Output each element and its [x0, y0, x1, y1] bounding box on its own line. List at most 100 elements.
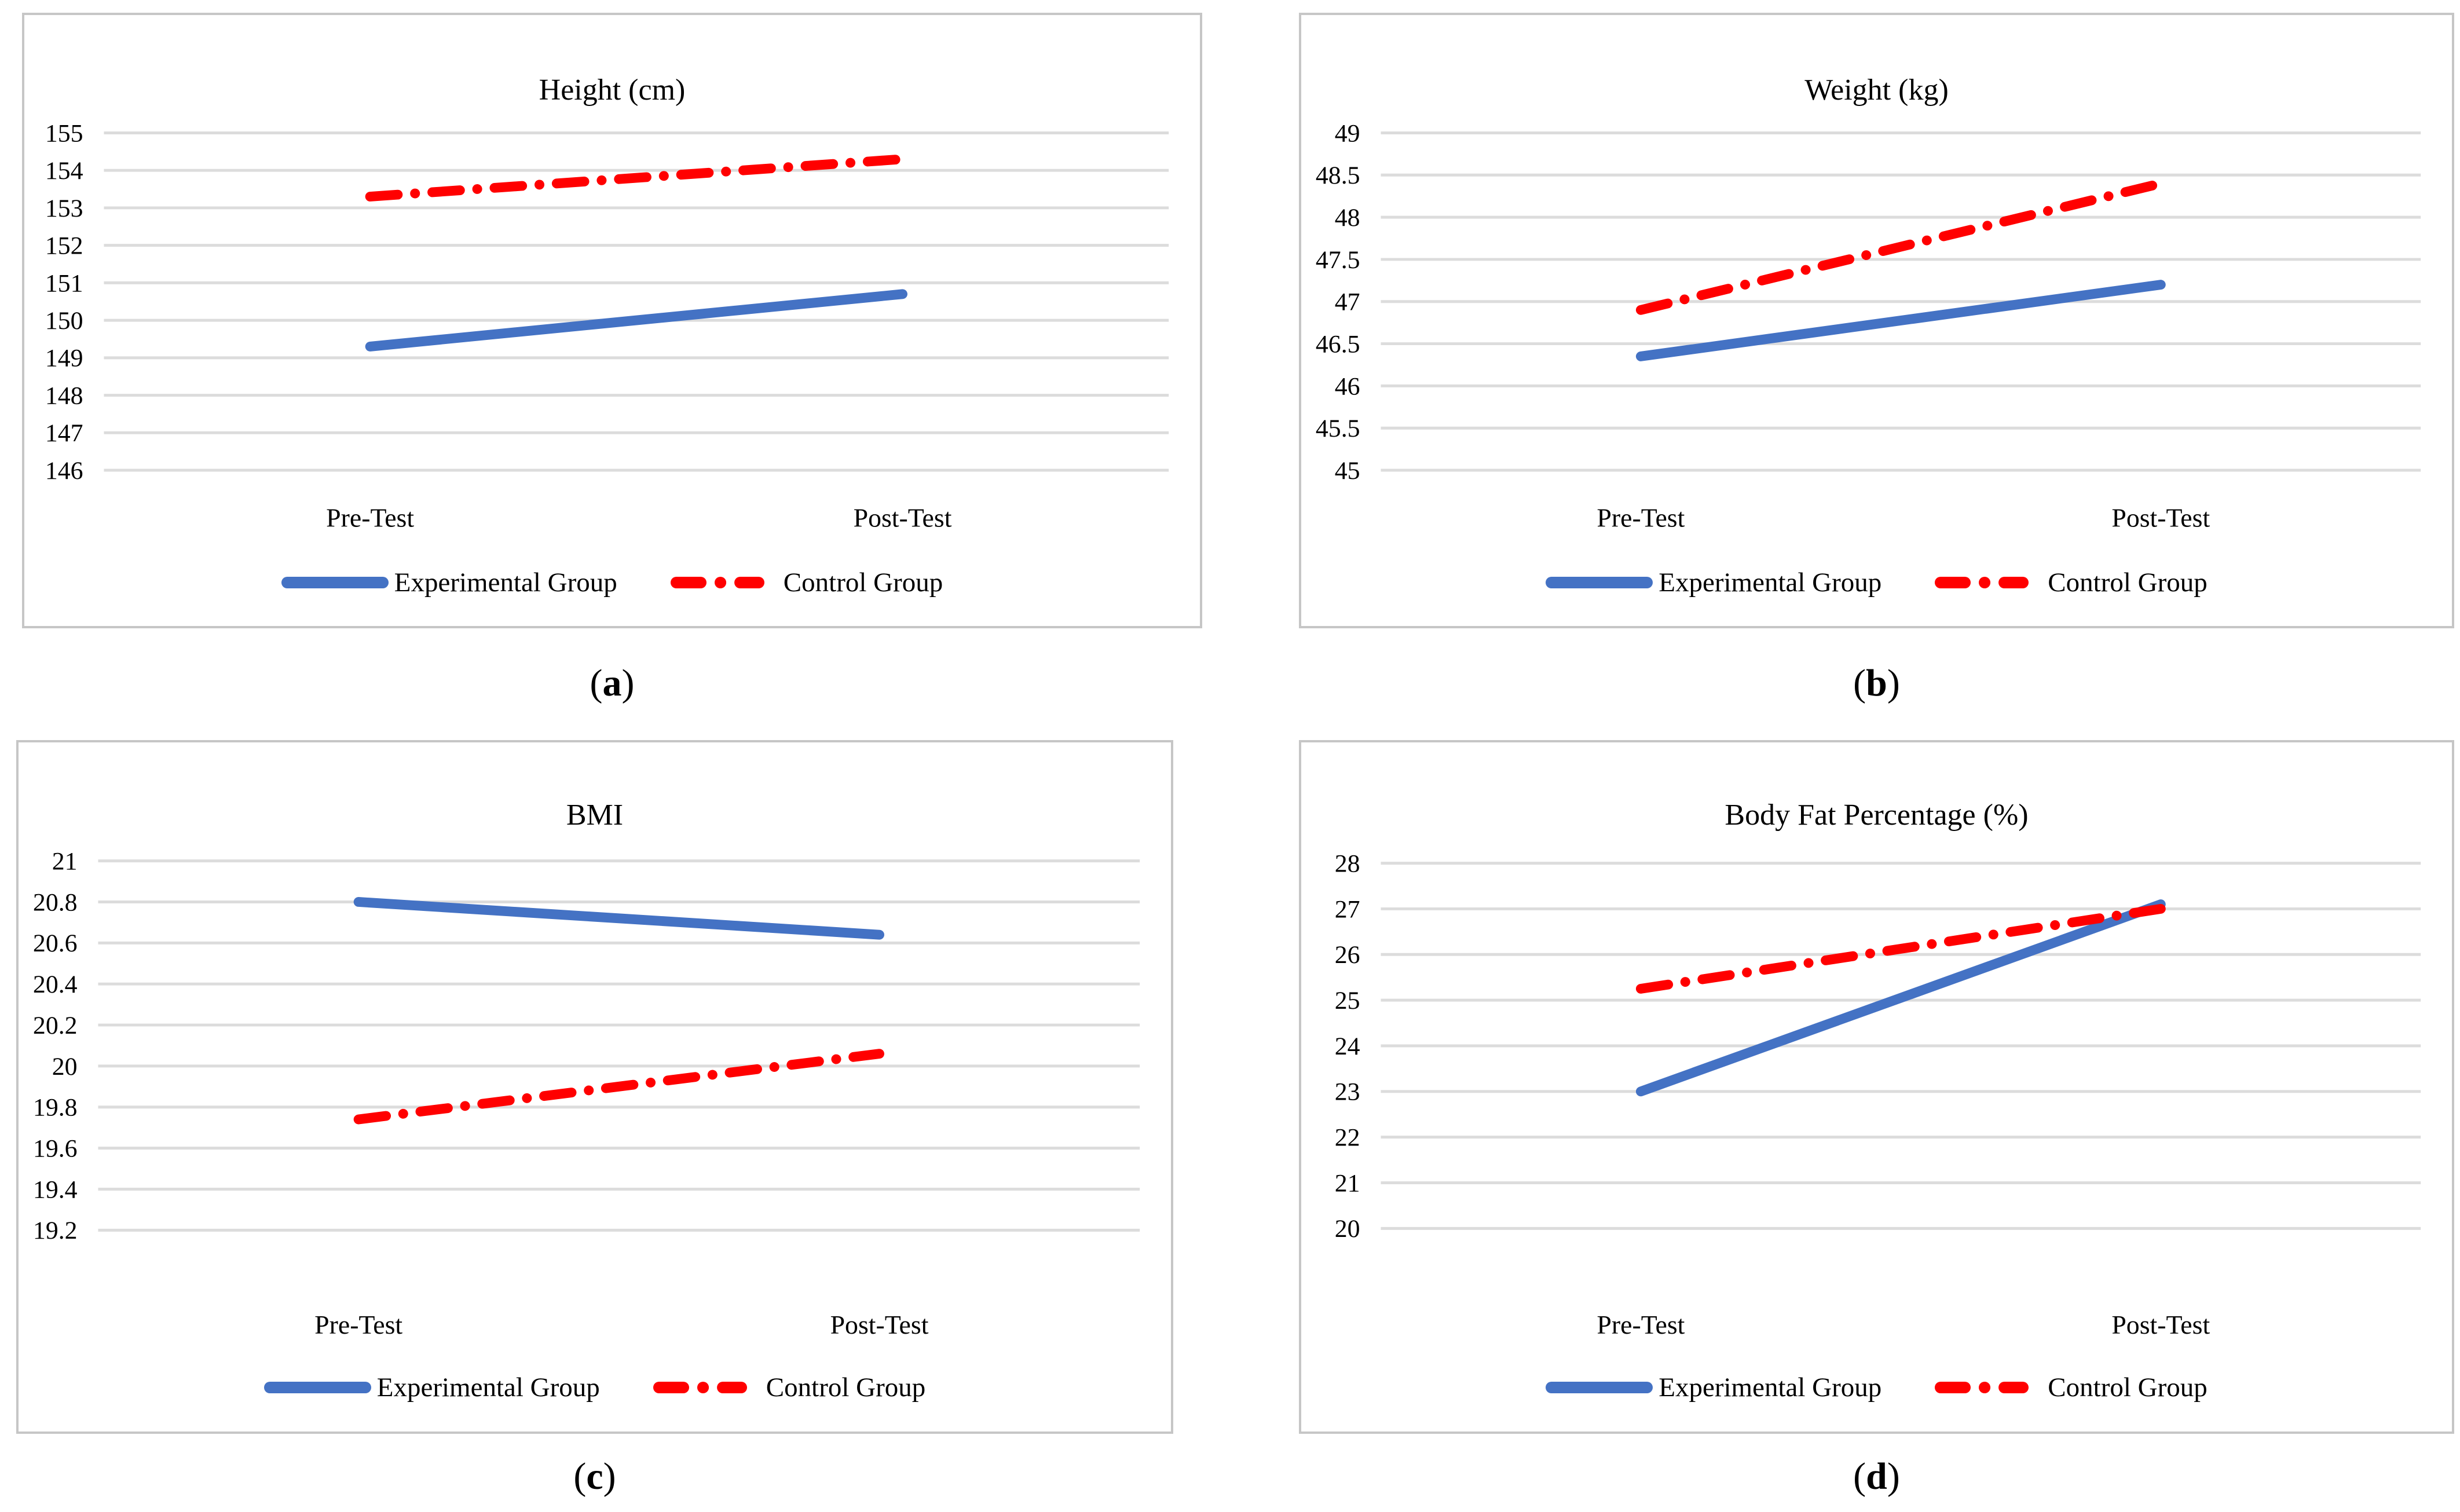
y-tick-label: 49: [1335, 119, 1360, 147]
x-axis-category-labels: Pre-Test Post-Test: [314, 1310, 929, 1339]
x-category-label: Pre-Test: [314, 1310, 402, 1339]
legend-label: Experimental Group: [376, 1372, 600, 1403]
y-tick-label: 21: [1335, 1169, 1360, 1197]
y-tick-label: 45.5: [1316, 415, 1360, 442]
chart-legend-a: Experimental Group Control Group: [24, 566, 1200, 599]
y-tick-label: 27: [1335, 895, 1360, 923]
y-axis-tick-labels: 28 27 26 25 24 23 22 21 20: [1335, 850, 1360, 1243]
panel-caption-c: (c): [16, 1454, 1173, 1499]
caption-close-paren: ): [1887, 662, 1900, 704]
chart-plot-a: 155 154 153 152 151 150 149 148 147 146 Pre-Test Po…: [45, 119, 1169, 532]
y-tick-label: 25: [1335, 987, 1360, 1015]
legend-item-experimental-group: Experimental Group: [1546, 566, 1881, 599]
caption-open-paren: (: [1853, 662, 1866, 704]
legend-item-control-group: Control Group: [1935, 566, 2208, 599]
x-category-label: Pre-Test: [1597, 1310, 1685, 1339]
caption-letter: d: [1866, 1455, 1887, 1498]
caption-letter: a: [602, 662, 622, 704]
legend-line-sample-solid-icon: [281, 577, 389, 589]
y-tick-label: 48: [1335, 204, 1360, 232]
legend-item-experimental-group: Experimental Group: [263, 1371, 600, 1404]
caption-letter: b: [1866, 662, 1887, 704]
y-tick-label: 20: [52, 1053, 78, 1081]
legend-label: Experimental Group: [1659, 568, 1882, 598]
legend-label: Experimental Group: [1659, 1372, 1882, 1403]
gridlines: [1381, 131, 2421, 472]
y-tick-label: 151: [45, 269, 83, 297]
caption-open-paren: (: [1853, 1455, 1866, 1498]
legend-line-sample-dash-dot-icon: [1935, 577, 2029, 589]
y-axis-tick-labels: 49 48.5 48 47.5 47 46.5 46 45.5 45: [1316, 119, 1360, 484]
caption-open-paren: (: [590, 662, 603, 704]
y-tick-label: 20.6: [33, 929, 78, 957]
y-tick-label: 155: [45, 119, 83, 147]
y-tick-label: 48.5: [1316, 162, 1360, 189]
y-axis-tick-labels: 155 154 153 152 151 150 149 148 147 146: [45, 119, 83, 484]
chart-title-c: BMI: [566, 799, 624, 832]
x-axis-category-labels: Pre-Test Post-Test: [1597, 1310, 2210, 1339]
y-tick-label: 20: [1335, 1215, 1360, 1243]
y-tick-label: 146: [45, 457, 83, 485]
x-category-label: Post-Test: [854, 503, 952, 532]
x-axis-category-labels: Pre-Test Post-Test: [326, 503, 952, 532]
legend-line-sample-solid-icon: [1546, 1382, 1653, 1394]
panel-caption-b: (b): [1299, 660, 2454, 706]
y-tick-label: 45: [1335, 457, 1360, 485]
chart-legend-c: Experimental Group Control Group: [19, 1371, 1171, 1404]
chart-title-b: Weight (kg): [1804, 74, 1949, 107]
y-tick-label: 152: [45, 232, 83, 260]
y-tick-label: 47: [1335, 288, 1360, 316]
series-line-experimental-group: [1635, 899, 2166, 1097]
x-category-label: Pre-Test: [326, 503, 414, 532]
legend-label: Experimental Group: [394, 568, 617, 598]
series-line-control-group: [365, 154, 907, 202]
y-tick-label: 28: [1335, 850, 1360, 878]
y-tick-label: 149: [45, 345, 83, 372]
x-axis-category-labels: Pre-Test Post-Test: [1597, 503, 2210, 532]
caption-close-paren: ): [603, 1455, 616, 1498]
x-category-label: Post-Test: [2111, 503, 2210, 532]
chart-legend-d: Experimental Group Control Group: [1301, 1371, 2452, 1404]
y-tick-label: 19.4: [33, 1176, 78, 1203]
legend-line-sample-dash-dot-icon: [670, 577, 764, 589]
series-line-experimental-group: [1635, 280, 2166, 361]
gridlines: [1381, 862, 2421, 1230]
panel-caption-d: (d): [1299, 1454, 2454, 1499]
y-tick-label: 46: [1335, 372, 1360, 400]
y-tick-label: 19.2: [33, 1217, 78, 1244]
y-tick-label: 153: [45, 195, 83, 222]
chart-legend-b: Experimental Group Control Group: [1301, 566, 2452, 599]
caption-close-paren: ): [621, 662, 635, 704]
chart-panel-c: 21 20.8 20.6 20.4 20.2 20 19.8 19.6 19.4 19.2 Pre-…: [16, 740, 1173, 1434]
caption-close-paren: ): [1887, 1455, 1900, 1498]
y-tick-label: 20.2: [33, 1012, 78, 1039]
gridlines: [104, 131, 1169, 472]
y-tick-label: 21: [52, 848, 78, 876]
legend-line-sample-solid-icon: [1546, 577, 1653, 589]
y-tick-label: 26: [1335, 941, 1360, 969]
gridlines: [98, 859, 1140, 1232]
legend-label: Control Group: [2048, 1372, 2208, 1403]
chart-panel-b: 49 48.5 48 47.5 47 46.5 46 45.5 45 Pre-Test Post-T…: [1299, 13, 2454, 628]
caption-letter: c: [586, 1455, 603, 1498]
y-tick-label: 154: [45, 157, 83, 185]
legend-label: Control Group: [783, 568, 943, 598]
y-tick-label: 19.8: [33, 1094, 78, 1122]
y-tick-label: 47.5: [1316, 246, 1360, 274]
y-tick-label: 20.4: [33, 971, 78, 998]
chart-plot-d: 28 27 26 25 24 23 22 21 20 Pre-Test Post-Test: [1335, 850, 2421, 1339]
series-line-experimental-group: [365, 289, 907, 352]
series-line-control-group: [1635, 903, 2166, 994]
x-category-label: Post-Test: [830, 1310, 929, 1339]
legend-item-control-group: Control Group: [670, 566, 943, 599]
y-tick-label: 19.6: [33, 1135, 78, 1163]
series-line-control-group: [353, 1049, 884, 1125]
y-tick-label: 23: [1335, 1078, 1360, 1106]
legend-item-experimental-group: Experimental Group: [281, 566, 617, 599]
legend-line-sample-solid-icon: [263, 1382, 371, 1394]
x-category-label: Post-Test: [2111, 1310, 2210, 1339]
y-tick-label: 148: [45, 382, 83, 410]
chart-panel-a: 155 154 153 152 151 150 149 148 147 146 Pre-Test Po…: [22, 13, 1202, 628]
legend-line-sample-dash-dot-icon: [653, 1382, 747, 1394]
chart-plot-b: 49 48.5 48 47.5 47 46.5 46 45.5 45 Pre-Test Post-T…: [1316, 119, 2421, 532]
